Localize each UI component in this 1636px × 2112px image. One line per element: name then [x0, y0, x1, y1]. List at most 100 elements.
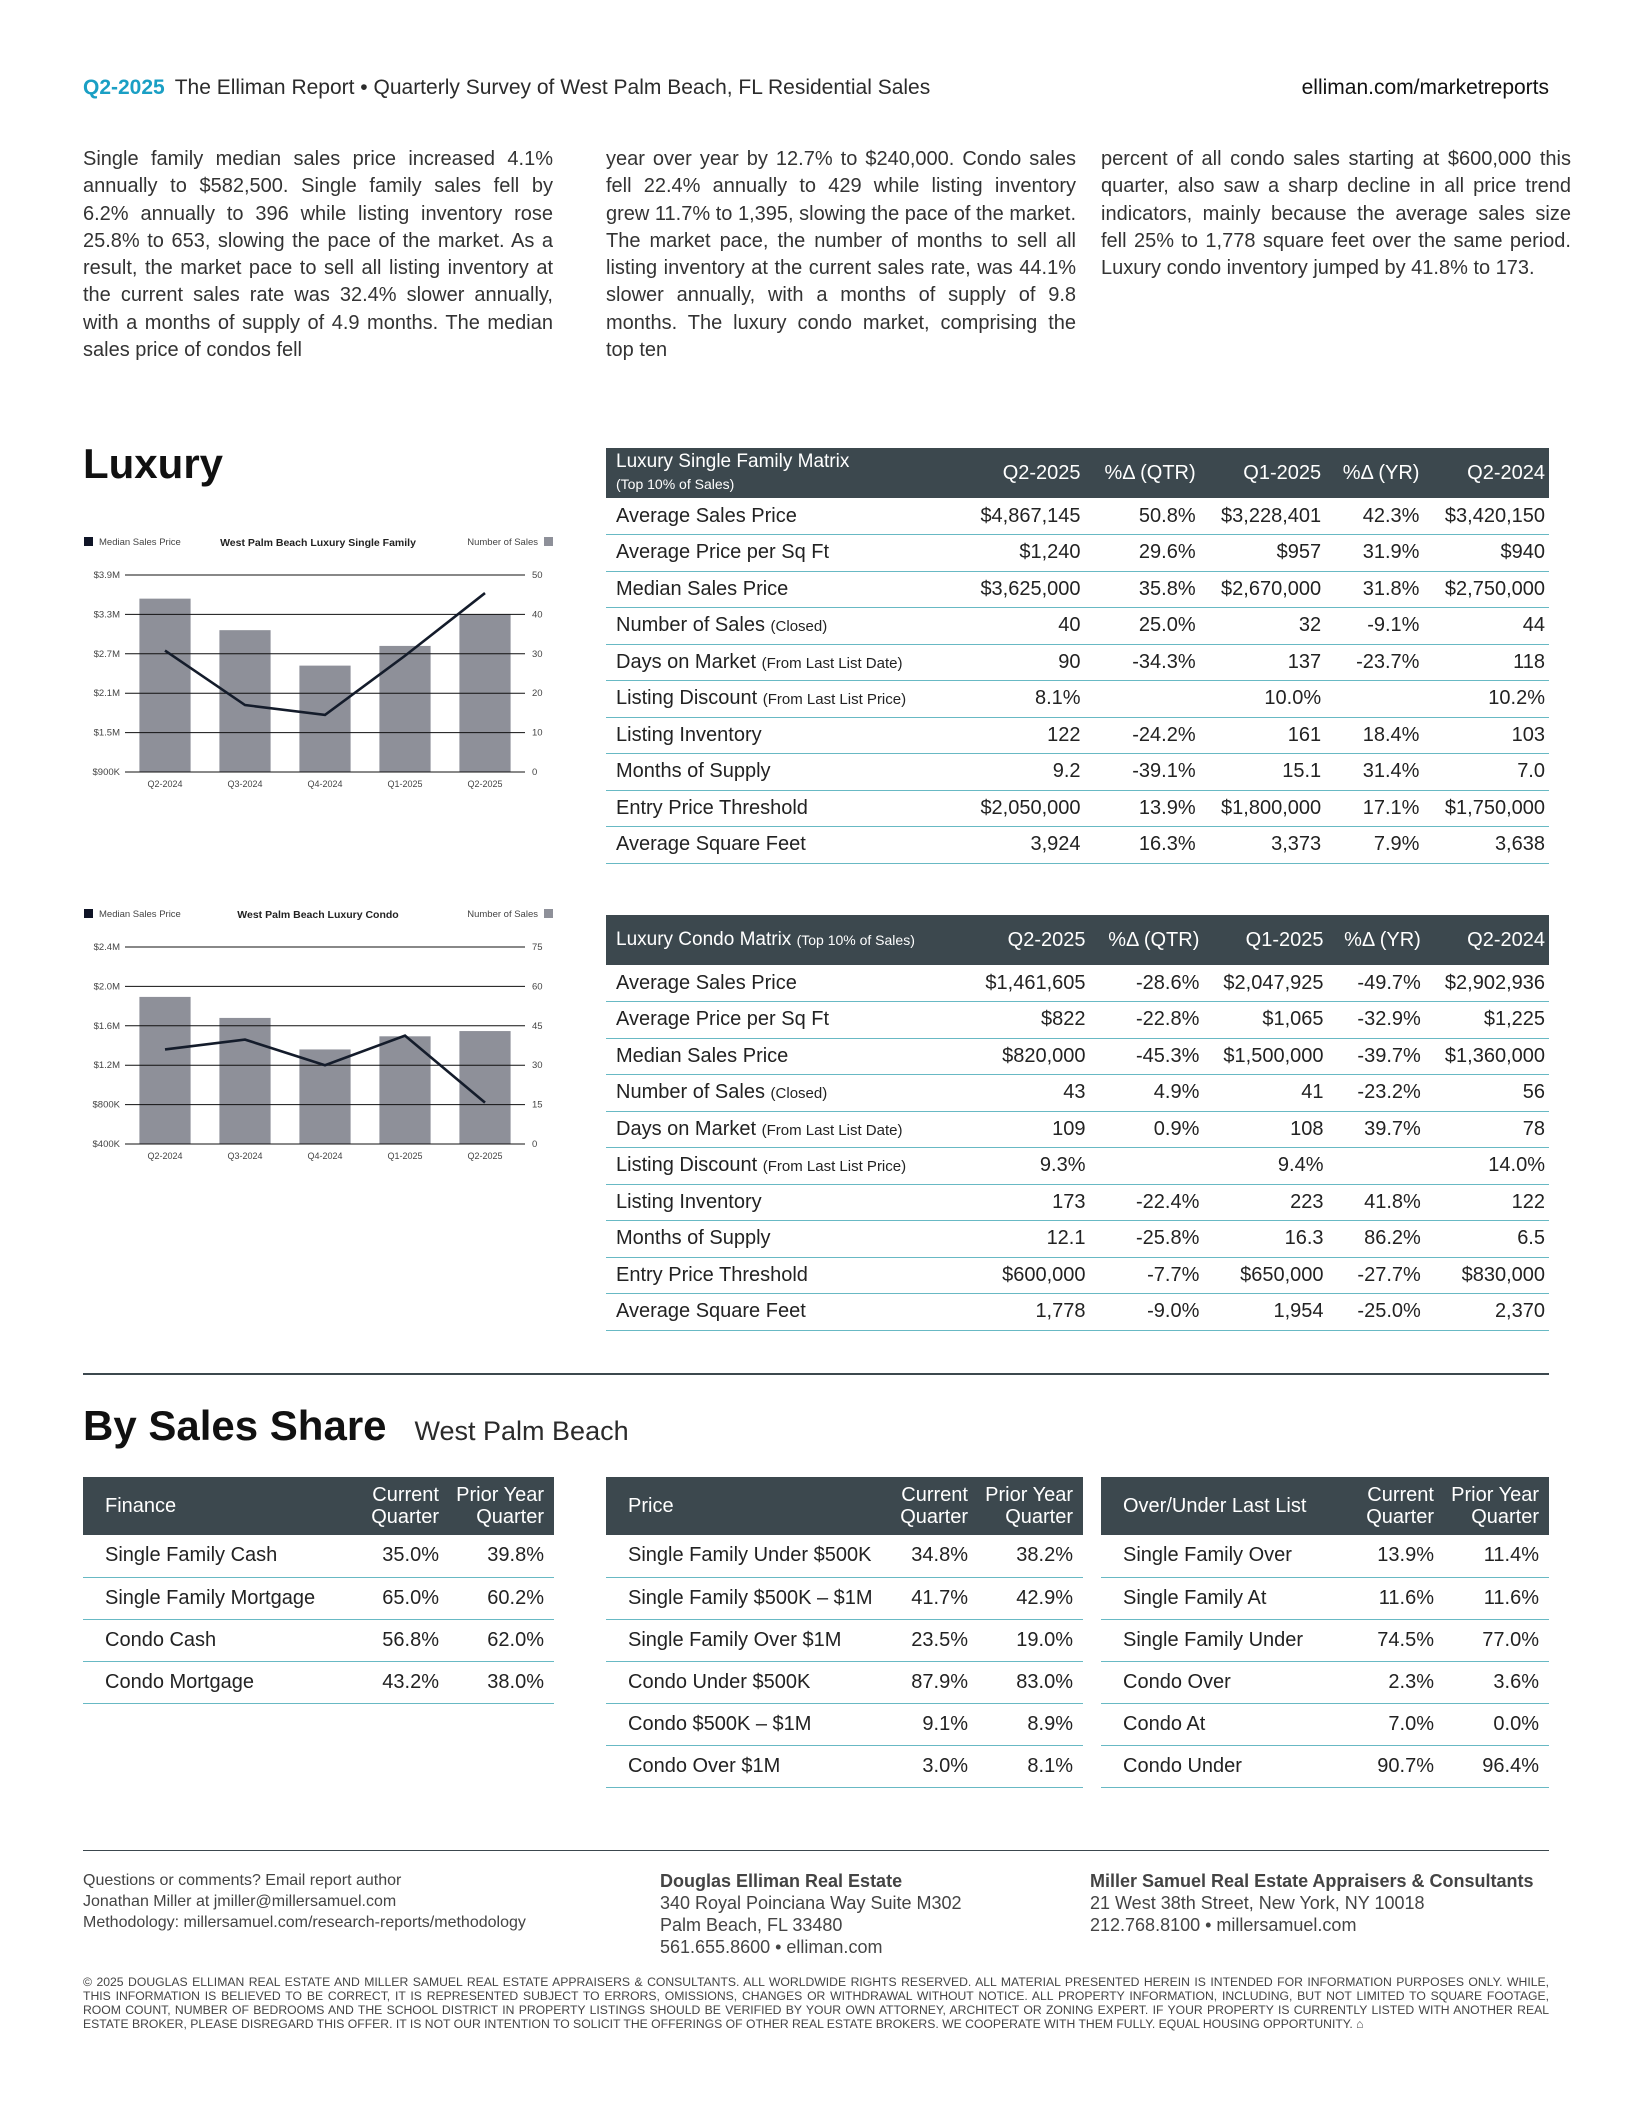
share-row: Condo Under 90.7% 96.4%: [1101, 1745, 1549, 1788]
matrix-row: Average Square Feet 1,778 -9.0% 1,954 -25.0%…: [606, 1293, 1549, 1331]
metric-value: 78: [1424, 1111, 1549, 1148]
left-axis-tick: $400K: [93, 1139, 121, 1150]
share-value: 7.0%: [1354, 1703, 1444, 1746]
metric-value: 50.8%: [1084, 498, 1200, 535]
share-value: 56.8%: [359, 1619, 449, 1662]
share-value: 23.5%: [888, 1619, 978, 1662]
metric-value: -39.7%: [1327, 1038, 1425, 1075]
left-axis-tick: $1.5M: [94, 728, 120, 739]
share-value: 42.9%: [978, 1577, 1083, 1620]
share-value: 60.2%: [449, 1577, 554, 1620]
metric-value: 223: [1203, 1184, 1328, 1221]
legend-swatch-sales: [544, 537, 553, 546]
metric-value: 25.0%: [1084, 607, 1200, 645]
share-header-row: Finance Current Quarter Prior Year Quarter: [83, 1477, 554, 1535]
footer-elliman: Douglas Elliman Real Estate 340 Royal Po…: [660, 1870, 962, 1958]
metric-value: $3,625,000: [959, 571, 1085, 608]
share-value: 39.8%: [449, 1535, 554, 1578]
metric-value: 10.0%: [1199, 680, 1326, 718]
x-axis-tick: Q3-2024: [227, 1151, 262, 1161]
intro-column-2: year over year by 12.7% to $240,000. Con…: [606, 148, 1076, 362]
share-value: 3.6%: [1444, 1661, 1549, 1704]
metric-value: $1,800,000: [1199, 790, 1326, 827]
metric-label: Listing Inventory: [606, 717, 960, 754]
metric-label: Average Sales Price: [606, 498, 960, 535]
metric-value: $820,000: [965, 1038, 1090, 1075]
share-label: Condo Mortgage: [83, 1661, 359, 1704]
share-row: Condo Cash 56.8% 62.0%: [83, 1619, 554, 1662]
matrix-column-header: Q2-2024: [1423, 448, 1549, 498]
metric-value: -9.1%: [1325, 607, 1424, 645]
share-value: 90.7%: [1354, 1745, 1444, 1788]
metric-value: $1,225: [1424, 1001, 1549, 1039]
metric-value: 173: [965, 1184, 1090, 1221]
matrix-row: Average Square Feet 3,924 16.3% 3,373 7.9% 3,…: [606, 826, 1549, 864]
share-row: Condo Over $1M 3.0% 8.1%: [606, 1745, 1083, 1788]
report-url-link[interactable]: elliman.com/marketreports: [1301, 76, 1549, 99]
metric-value: -22.8%: [1089, 1001, 1204, 1039]
metric-value: 9.2: [959, 753, 1085, 791]
share-value: 65.0%: [359, 1577, 449, 1620]
bar-number-of-sales: [139, 598, 191, 772]
matrix-column-header: %Δ (QTR): [1089, 915, 1204, 965]
share-column-header: Current Quarter: [1354, 1477, 1444, 1535]
metric-name: Listing Discount: [616, 687, 758, 710]
share-value: 41.7%: [888, 1577, 978, 1620]
page-header: Q2-2025 The Elliman Report • Quarterly Su…: [83, 76, 1549, 100]
right-axis-tick: 60: [532, 981, 543, 992]
matrix-title: Luxury Single Family Matrix: [616, 451, 850, 472]
share-row: Single Family Mortgage 65.0% 60.2%: [83, 1577, 554, 1620]
matrix-title: Luxury Condo Matrix: [616, 929, 792, 950]
metric-label: Listing Inventory: [606, 1184, 966, 1221]
matrix-title-cell: Luxury Condo Matrix (Top 10% of Sales): [606, 915, 966, 965]
metric-label: Months of Supply: [606, 1220, 966, 1258]
left-axis-tick: $2.0M: [94, 981, 120, 992]
metric-value: [1084, 680, 1200, 718]
metric-label: Days on Market (From Last List Date): [606, 1111, 966, 1148]
metric-value: 8.1%: [959, 680, 1085, 718]
metric-value: -23.2%: [1327, 1074, 1425, 1112]
metric-value: 41.8%: [1327, 1184, 1425, 1221]
matrix-column-header: %Δ (YR): [1327, 915, 1425, 965]
metric-value: 10.2%: [1423, 680, 1549, 718]
elliman-address-1: 340 Royal Poinciana Way Suite M302: [660, 1893, 962, 1913]
metric-value: 6.5: [1424, 1220, 1549, 1258]
metric-value: $1,065: [1203, 1001, 1328, 1039]
share-row: Single Family Over 13.9% 11.4%: [1101, 1535, 1549, 1578]
share-title: Finance: [83, 1477, 359, 1535]
metric-label: Average Price per Sq Ft: [606, 1001, 966, 1039]
metric-name: Days on Market: [616, 1117, 757, 1140]
share-value: 8.9%: [978, 1703, 1083, 1746]
share-column-header: Current Quarter: [359, 1477, 449, 1535]
contact-line: Questions or comments? Email report auth…: [83, 1872, 402, 1889]
metric-value: $4,867,145: [959, 498, 1085, 535]
elliman-contact: 561.655.8600 • elliman.com: [660, 1937, 883, 1957]
metric-value: 13.9%: [1084, 790, 1200, 827]
bar-number-of-sales: [219, 630, 271, 772]
matrix-column-header: Q1-2025: [1199, 448, 1326, 498]
contact-email[interactable]: Jonathan Miller at jmiller@millersamuel.…: [83, 1893, 397, 1910]
matrix-row: Average Price per Sq Ft $822 -22.8% $1,065-…: [606, 1001, 1549, 1039]
matrix-row: Listing Discount (From Last List Price) 9…: [606, 1147, 1549, 1185]
metric-value: 18.4%: [1325, 717, 1424, 754]
x-axis-tick: Q4-2024: [307, 779, 342, 789]
intro-column-3: percent of all condo sales starting at $…: [1101, 148, 1571, 280]
matrix-row: Number of Sales (Closed) 40 25.0% 32 -9.1% 44: [606, 607, 1549, 645]
metric-name: Number of Sales: [616, 1081, 765, 1104]
methodology-link[interactable]: Methodology: millersamuel.com/research-r…: [83, 1914, 526, 1931]
right-axis-tick: 40: [532, 609, 543, 620]
right-axis-tick: 15: [532, 1100, 543, 1111]
matrix-row: Average Price per Sq Ft $1,240 29.6% $957 31…: [606, 534, 1549, 572]
metric-value: 108: [1203, 1111, 1328, 1148]
metric-value: [1327, 1147, 1425, 1185]
sales-share-header: By Sales Share West Palm Beach: [83, 1402, 629, 1450]
over-under-share-table: Over/Under Last List Current Quarter Prior…: [1101, 1477, 1549, 1788]
metric-value: $2,047,925: [1203, 965, 1328, 1002]
metric-name: Average Square Feet: [616, 833, 806, 856]
metric-value: $650,000: [1203, 1257, 1328, 1294]
metric-value: 39.7%: [1327, 1111, 1425, 1148]
metric-value: 9.4%: [1203, 1147, 1328, 1185]
metric-value: 42.3%: [1325, 498, 1424, 535]
luxury-heading: Luxury: [83, 440, 224, 487]
metric-label: Listing Discount (From Last List Price): [606, 1147, 966, 1185]
